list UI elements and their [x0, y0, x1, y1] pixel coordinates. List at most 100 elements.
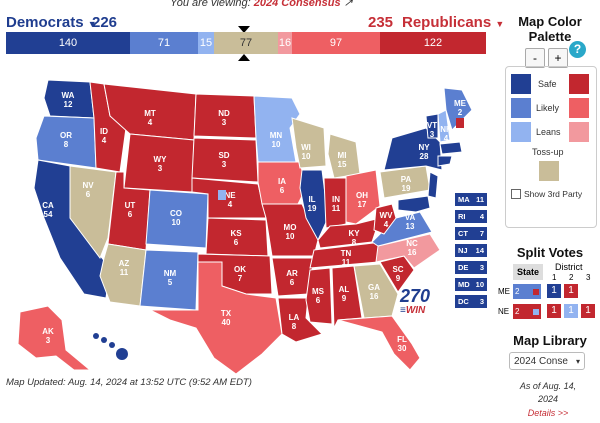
- split-votes-title: Split Votes: [516, 245, 584, 260]
- map-library-select[interactable]: 2024 Conse ▾: [509, 352, 585, 370]
- chevron-down-icon: ▼: [87, 19, 97, 29]
- palette-plus-button[interactable]: +: [548, 48, 568, 68]
- state-label-ky: KY: [348, 229, 360, 238]
- state-wi[interactable]: [291, 117, 327, 169]
- small-state-md[interactable]: MD 10: [455, 278, 487, 291]
- state-label-sd: SD: [218, 151, 229, 160]
- bar-segment-4: 16: [278, 32, 292, 54]
- state-ev-ok: 7: [238, 274, 243, 283]
- state-label-nc: NC: [406, 239, 418, 248]
- state-label-ne: NE: [224, 191, 236, 200]
- bar-segment-3: 77: [214, 32, 278, 54]
- bar-segment-1: 71: [130, 32, 198, 54]
- small-state-dc[interactable]: DC 3: [455, 295, 487, 308]
- state-hi[interactable]: [93, 333, 128, 360]
- small-state-nj[interactable]: NJ 14: [455, 244, 487, 257]
- state-ev-va: 13: [406, 222, 415, 231]
- me-district-2[interactable]: 1: [564, 284, 578, 298]
- swatch-tossup[interactable]: [539, 161, 559, 181]
- us-map[interactable]: WA12OR8CA54NV6ID4MT4WY3UT6AZ11CO10NM5ND3…: [0, 58, 500, 376]
- state-ev-nd: 3: [222, 118, 227, 127]
- republicans-dropdown[interactable]: Republicans ▼: [402, 14, 504, 31]
- show-3rd-party-option[interactable]: Show 3rd Party: [511, 189, 582, 199]
- state-label-ga: GA: [368, 283, 380, 292]
- swatch-dem-safe[interactable]: [511, 74, 531, 94]
- state-ev-ut: 6: [128, 210, 133, 219]
- state-nv[interactable]: [69, 165, 117, 260]
- swatch-rep-safe[interactable]: [569, 74, 589, 94]
- state-nc[interactable]: [375, 233, 441, 269]
- state-ma[interactable]: [439, 141, 463, 155]
- state-ny[interactable]: [383, 127, 443, 171]
- swatch-dem-leans[interactable]: [511, 122, 531, 142]
- state-label-nh: NH: [440, 125, 452, 134]
- swatch-dem-likely[interactable]: [511, 98, 531, 118]
- me-district-box[interactable]: [456, 118, 464, 128]
- ne-state-split[interactable]: 2: [513, 304, 541, 319]
- republicans-count: 235: [368, 14, 394, 31]
- bar-segment-0: 140: [6, 32, 130, 54]
- bar-segment-6: 122: [380, 32, 486, 54]
- swatch-rep-leans[interactable]: [569, 122, 589, 142]
- state-ev-wy: 3: [158, 164, 163, 173]
- state-mn[interactable]: [253, 95, 301, 163]
- state-ev-in: 11: [332, 204, 341, 213]
- state-nj[interactable]: [427, 171, 439, 199]
- state-ev-mn: 10: [272, 140, 281, 149]
- district-1-header: 1: [552, 273, 557, 282]
- state-label-sc: SC: [392, 265, 403, 274]
- state-ev-ca: 54: [44, 210, 53, 219]
- swatch-rep-likely[interactable]: [569, 98, 589, 118]
- palette-minus-button[interactable]: -: [525, 48, 545, 68]
- small-state-de[interactable]: DE 3: [455, 261, 487, 274]
- small-state-ct[interactable]: CT 7: [455, 227, 487, 240]
- small-state-ma[interactable]: MA 11: [455, 193, 487, 206]
- state-label-ca: CA: [42, 201, 54, 210]
- bar-segment-2: 15: [198, 32, 214, 54]
- state-ga[interactable]: [353, 263, 399, 319]
- state-ev-mo: 10: [286, 232, 295, 241]
- map-library-title: Map Library: [513, 333, 587, 348]
- state-oh[interactable]: [345, 169, 381, 225]
- state-ev-co: 10: [172, 218, 181, 227]
- state-ak[interactable]: [17, 305, 92, 371]
- small-state-ri[interactable]: RI 4: [455, 210, 487, 223]
- split-me-label: ME: [498, 287, 510, 296]
- 270towin-logo[interactable]: 270 ≡WIN: [400, 287, 444, 316]
- ne-district-3[interactable]: 1: [581, 304, 595, 318]
- leans-label: Leans: [536, 127, 561, 137]
- state-md[interactable]: [397, 195, 431, 213]
- state-label-hi: HI: [120, 363, 128, 372]
- external-link-icon[interactable]: ↗: [343, 0, 353, 9]
- state-label-va: VA: [405, 213, 416, 222]
- ne-district-2[interactable]: 1: [564, 304, 578, 318]
- likely-label: Likely: [536, 103, 560, 113]
- state-ev-mt: 4: [148, 118, 153, 127]
- show-3rd-party-checkbox[interactable]: [511, 189, 521, 199]
- state-wv[interactable]: [373, 203, 397, 235]
- state-vt[interactable]: [425, 113, 439, 139]
- state-label-mo: MO: [284, 223, 297, 232]
- viewing-prefix: You are viewing:: [170, 0, 251, 9]
- ne-district-box[interactable]: [218, 190, 226, 200]
- state-label-wv: WV: [380, 211, 394, 220]
- me-district-1[interactable]: 1: [547, 284, 561, 298]
- state-ms[interactable]: [305, 267, 333, 325]
- state-label-wa: WA: [62, 91, 75, 100]
- state-nh[interactable]: [437, 109, 451, 143]
- state-ev-oh: 17: [358, 200, 367, 209]
- state-label-wy: WY: [154, 155, 168, 164]
- ne-district-1[interactable]: 1: [547, 304, 561, 318]
- viewing-link[interactable]: 2024 Consensus: [253, 0, 341, 9]
- me-state-split[interactable]: 2: [513, 284, 541, 299]
- logo-sub: ≡WIN: [400, 305, 426, 316]
- state-label-al: AL: [339, 285, 350, 294]
- state-in[interactable]: [323, 177, 347, 229]
- state-fl[interactable]: [337, 315, 421, 371]
- state-tx[interactable]: [149, 261, 283, 375]
- state-or[interactable]: [35, 115, 97, 169]
- state-ct[interactable]: [437, 155, 453, 167]
- democrats-dropdown[interactable]: Democrats ▼: [6, 14, 97, 31]
- help-icon[interactable]: ?: [569, 41, 586, 58]
- details-link[interactable]: Details >>: [527, 408, 569, 418]
